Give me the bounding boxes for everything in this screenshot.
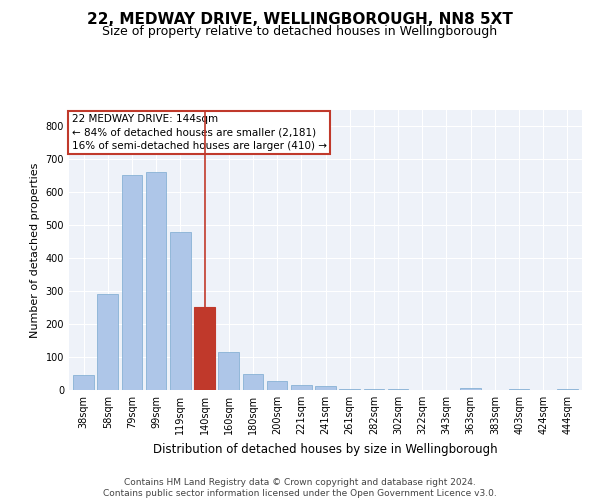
Bar [170, 232, 191, 390]
Bar [388, 389, 409, 390]
Bar [218, 352, 239, 390]
Bar [97, 294, 118, 390]
Bar [194, 307, 215, 390]
Bar [364, 388, 384, 390]
Bar [340, 388, 360, 390]
Bar [315, 386, 336, 390]
Bar [73, 375, 94, 390]
X-axis label: Distribution of detached houses by size in Wellingborough: Distribution of detached houses by size … [153, 442, 498, 456]
Bar [509, 389, 529, 390]
Text: Contains HM Land Registry data © Crown copyright and database right 2024.
Contai: Contains HM Land Registry data © Crown c… [103, 478, 497, 498]
Bar [460, 388, 481, 390]
Text: 22, MEDWAY DRIVE, WELLINGBOROUGH, NN8 5XT: 22, MEDWAY DRIVE, WELLINGBOROUGH, NN8 5X… [87, 12, 513, 28]
Y-axis label: Number of detached properties: Number of detached properties [30, 162, 40, 338]
Text: 22 MEDWAY DRIVE: 144sqm
← 84% of detached houses are smaller (2,181)
16% of semi: 22 MEDWAY DRIVE: 144sqm ← 84% of detache… [71, 114, 326, 150]
Bar [291, 386, 311, 390]
Text: Size of property relative to detached houses in Wellingborough: Size of property relative to detached ho… [103, 25, 497, 38]
Bar [242, 374, 263, 390]
Bar [122, 175, 142, 390]
Bar [267, 381, 287, 390]
Bar [146, 172, 166, 390]
